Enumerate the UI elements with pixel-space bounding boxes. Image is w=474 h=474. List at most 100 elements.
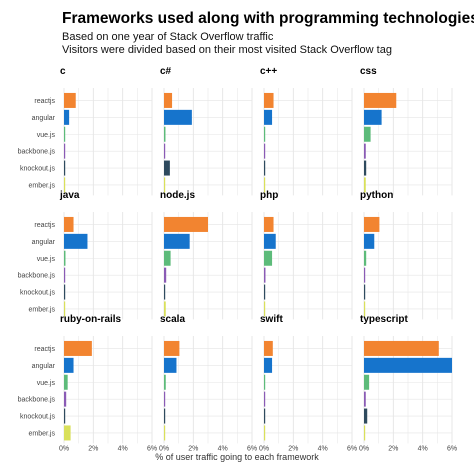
facet-label: php bbox=[260, 190, 278, 201]
facet-label: scala bbox=[160, 314, 185, 325]
bar-reactjs bbox=[164, 216, 208, 232]
bar-knockout.js bbox=[164, 284, 166, 300]
bar-angular bbox=[364, 233, 375, 249]
bar-reactjs bbox=[164, 92, 173, 108]
bar-ember.js bbox=[364, 425, 366, 441]
x-tick-label: 2% bbox=[88, 445, 98, 452]
x-tick-label: 6% bbox=[247, 445, 257, 452]
bar-angular bbox=[164, 357, 177, 373]
y-tick-label: reactjs bbox=[34, 222, 55, 229]
facet-label: ruby-on-rails bbox=[60, 314, 122, 325]
bar-knockout.js bbox=[364, 408, 368, 424]
bar-ember.js bbox=[164, 177, 166, 193]
bar-vue.js bbox=[364, 250, 367, 266]
bar-angular bbox=[264, 233, 276, 249]
y-tick-label: knockout.js bbox=[20, 414, 56, 421]
bar-ember.js bbox=[364, 177, 366, 193]
bar-knockout.js bbox=[64, 408, 66, 424]
bar-backbone.js bbox=[364, 267, 366, 283]
x-tick-label: 0% bbox=[59, 445, 69, 452]
y-tick-label: angular bbox=[32, 115, 56, 122]
facet-label: c bbox=[60, 66, 66, 77]
bar-vue.js bbox=[364, 126, 371, 142]
y-tick-label: vue.js bbox=[37, 380, 56, 387]
bar-vue.js bbox=[64, 250, 66, 266]
facet-label: python bbox=[360, 190, 393, 201]
bar-backbone.js bbox=[264, 143, 266, 159]
x-tick-label: 0% bbox=[359, 445, 369, 452]
y-tick-label: ember.js bbox=[29, 430, 56, 437]
bar-backbone.js bbox=[64, 143, 66, 159]
y-tick-label: angular bbox=[32, 363, 56, 370]
bar-knockout.js bbox=[164, 160, 170, 176]
y-tick-label: angular bbox=[32, 239, 56, 246]
bar-vue.js bbox=[64, 126, 66, 142]
bar-knockout.js bbox=[364, 284, 366, 300]
bar-angular bbox=[264, 109, 273, 125]
bar-ember.js bbox=[64, 177, 66, 193]
x-tick-label: 4% bbox=[318, 445, 328, 452]
facet-label: node.js bbox=[160, 190, 195, 201]
bar-vue.js bbox=[264, 374, 266, 390]
y-tick-label: vue.js bbox=[37, 256, 56, 263]
y-tick-label: reactjs bbox=[34, 98, 55, 105]
bar-vue.js bbox=[264, 126, 266, 142]
bar-backbone.js bbox=[164, 267, 167, 283]
x-tick-label: 4% bbox=[118, 445, 128, 452]
facet-label: typescript bbox=[360, 314, 408, 325]
bar-knockout.js bbox=[264, 408, 266, 424]
facet-label: swift bbox=[260, 314, 283, 325]
bar-ember.js bbox=[264, 177, 266, 193]
bar-knockout.js bbox=[64, 284, 66, 300]
bar-angular bbox=[364, 109, 382, 125]
bar-reactjs bbox=[364, 340, 439, 356]
bar-backbone.js bbox=[264, 391, 266, 407]
y-tick-label: ember.js bbox=[29, 306, 56, 313]
y-tick-label: backbone.js bbox=[18, 149, 56, 156]
subtitle-line-2: Visitors were divided based on their mos… bbox=[62, 44, 392, 56]
x-tick-label: 6% bbox=[347, 445, 357, 452]
bar-angular bbox=[164, 109, 192, 125]
bar-reactjs bbox=[64, 340, 92, 356]
bar-knockout.js bbox=[64, 160, 66, 176]
chart-subtitle: Based on one year of Stack Overflow traf… bbox=[62, 31, 392, 57]
bar-angular bbox=[164, 233, 190, 249]
chart-title: Frameworks used along with programming t… bbox=[62, 10, 474, 27]
bar-backbone.js bbox=[64, 391, 67, 407]
bar-vue.js bbox=[364, 374, 370, 390]
bar-ember.js bbox=[364, 301, 366, 317]
y-tick-label: backbone.js bbox=[18, 273, 56, 280]
x-tick-label: 2% bbox=[288, 445, 298, 452]
bar-angular bbox=[64, 357, 74, 373]
bar-backbone.js bbox=[164, 391, 166, 407]
bar-vue.js bbox=[164, 374, 166, 390]
x-tick-label: 0% bbox=[159, 445, 169, 452]
x-tick-label: 6% bbox=[447, 445, 457, 452]
bar-ember.js bbox=[264, 425, 266, 441]
bar-ember.js bbox=[64, 301, 66, 317]
x-tick-label: 2% bbox=[388, 445, 398, 452]
bar-reactjs bbox=[164, 340, 180, 356]
y-tick-label: knockout.js bbox=[20, 166, 56, 173]
subtitle-line-1: Based on one year of Stack Overflow traf… bbox=[62, 31, 274, 43]
bar-knockout.js bbox=[164, 408, 166, 424]
bar-reactjs bbox=[364, 92, 397, 108]
x-tick-label: 4% bbox=[418, 445, 428, 452]
y-tick-label: knockout.js bbox=[20, 290, 56, 297]
bar-knockout.js bbox=[264, 284, 266, 300]
x-axis-label: % of user traffic going to each framewor… bbox=[155, 452, 319, 462]
bar-knockout.js bbox=[264, 160, 266, 176]
bar-knockout.js bbox=[364, 160, 367, 176]
bar-backbone.js bbox=[264, 267, 266, 283]
bar-angular bbox=[264, 357, 273, 373]
bar-reactjs bbox=[64, 216, 74, 232]
x-tick-label: 6% bbox=[147, 445, 157, 452]
facet-label: css bbox=[360, 66, 377, 77]
bar-backbone.js bbox=[364, 143, 366, 159]
bar-vue.js bbox=[264, 250, 273, 266]
bar-backbone.js bbox=[164, 143, 166, 159]
y-tick-label: backbone.js bbox=[18, 397, 56, 404]
facet-label: java bbox=[59, 190, 80, 201]
bar-ember.js bbox=[164, 425, 166, 441]
